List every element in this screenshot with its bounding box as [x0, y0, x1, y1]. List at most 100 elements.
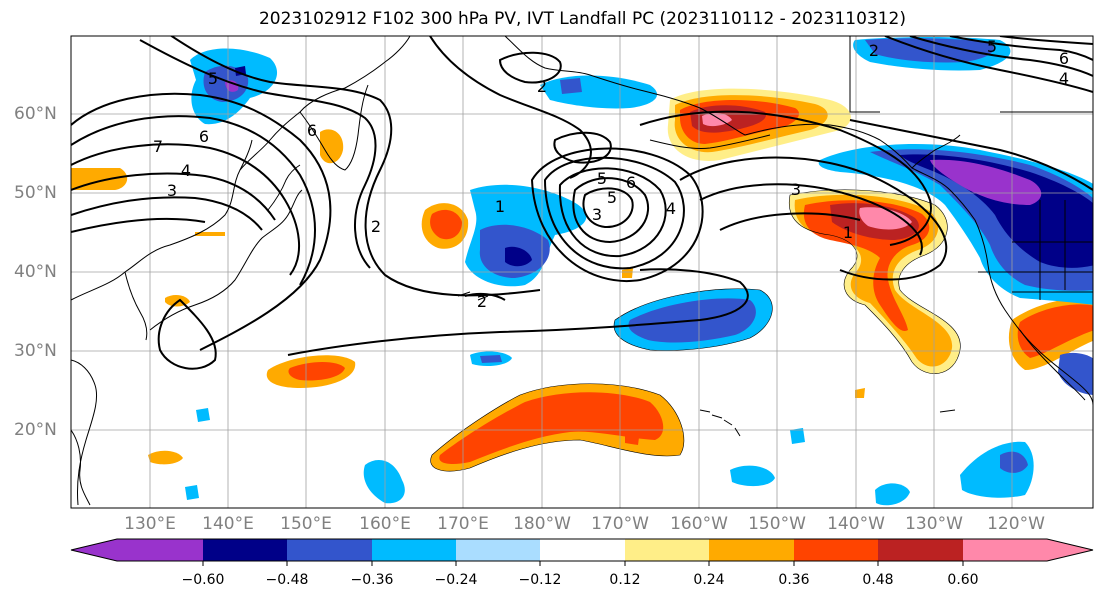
colorbar-tick-label: 0.48 — [862, 572, 894, 588]
contour-label: 1 — [495, 197, 505, 216]
colorbar-tick-label: −0.12 — [518, 572, 562, 588]
pv-contour — [699, 183, 923, 256]
pv-contour — [139, 39, 377, 269]
pv-contour — [71, 115, 316, 286]
contour-label: 4 — [181, 161, 191, 180]
contour-label: 2 — [477, 292, 487, 311]
philippines-coast — [71, 429, 91, 506]
colorbar-tick-label: −0.36 — [350, 572, 394, 588]
pv-contour — [498, 51, 562, 84]
coastlines — [71, 36, 1093, 506]
lat-label: 20°N — [14, 420, 57, 440]
contour-label: 4 — [666, 199, 676, 218]
state-boundary — [849, 36, 880, 113]
contour-label: 6 — [199, 127, 209, 146]
pv-contour — [719, 212, 861, 231]
lat-label: 30°N — [14, 341, 57, 361]
pv-contour — [582, 187, 634, 229]
pv-contour — [71, 172, 276, 221]
contour-label: 5 — [597, 169, 607, 188]
contour-label: 7 — [153, 137, 163, 156]
hawaii-islands — [699, 409, 741, 437]
lon-label: 130°E — [124, 514, 176, 534]
baja-coast — [1019, 329, 1086, 401]
pv-contour — [909, 36, 1093, 77]
kamchatka-coastline — [299, 84, 369, 171]
lon-label: 160°E — [359, 514, 411, 534]
colorbar-bin — [540, 539, 625, 561]
colorbar-bin — [117, 539, 203, 561]
contour-label: 6 — [626, 173, 636, 192]
contour-label: 4 — [1059, 69, 1069, 88]
colorbar — [70, 538, 1094, 566]
contour-label: 6 — [307, 121, 317, 140]
pv-contour — [543, 156, 685, 270]
lon-label: 130°W — [905, 514, 963, 534]
lon-label: 120°W — [987, 514, 1045, 534]
colorbar-tick-label: 0.36 — [778, 572, 810, 588]
contour-label: 3 — [791, 180, 801, 199]
lat-label: 50°N — [14, 183, 57, 203]
pv-contour — [71, 196, 263, 231]
japan-coastline — [149, 189, 303, 331]
pv-contour — [71, 143, 301, 276]
sakhalin-coastline — [239, 139, 253, 171]
contour-label: 5 — [607, 188, 617, 207]
pv-contour — [884, 36, 1093, 93]
contour-label: 2 — [869, 41, 879, 60]
lon-label: 170°E — [437, 514, 489, 534]
lat-label: 40°N — [14, 262, 57, 282]
lon-label: 170°W — [591, 514, 649, 534]
lon-label: 150°E — [280, 514, 332, 534]
pv-contour — [949, 36, 1093, 61]
pv-contour — [679, 156, 948, 281]
asia-coastline — [71, 36, 411, 301]
korea-coastline — [124, 271, 148, 341]
colorbar-bin — [287, 539, 372, 561]
lon-label: 140°E — [202, 514, 254, 534]
contour-label: 6 — [1059, 49, 1069, 68]
contour-label: 3 — [167, 181, 177, 200]
colorbar-bin — [203, 539, 287, 561]
colorbar-bin — [625, 539, 709, 561]
colorbar-bin — [372, 539, 456, 561]
colorbar-bin — [709, 539, 794, 561]
pv-contour — [639, 110, 932, 246]
colorbar-tick-label: −0.24 — [434, 572, 478, 588]
aleutian-islands — [649, 134, 771, 149]
lon-label: 160°W — [670, 514, 728, 534]
colorbar-bin — [878, 539, 963, 561]
bc-coast — [911, 134, 961, 169]
alaska-coastline — [504, 36, 746, 136]
contour-label: 3 — [592, 205, 602, 224]
pv-contour — [558, 167, 667, 258]
pv-contour — [999, 36, 1093, 45]
contour-label: 2 — [371, 217, 381, 236]
colorbar-bin — [794, 539, 878, 561]
pv-contour — [464, 292, 506, 301]
contour-label: 1 — [843, 223, 853, 242]
pv-contour — [71, 92, 332, 351]
colorbar-tick-label: 0.12 — [609, 572, 641, 588]
colorbar-tick-label: 0.60 — [947, 572, 979, 588]
pv-contour — [71, 217, 206, 233]
colorbar-bin — [456, 539, 540, 561]
colorbar-tick-label: 0.24 — [693, 572, 725, 588]
pv-contour — [530, 147, 704, 283]
colorbar-extend-low — [71, 539, 117, 561]
lat-label: 60°N — [14, 104, 57, 124]
pv-contour — [429, 36, 592, 179]
pv-contour — [157, 298, 217, 370]
map-title: 2023102912 F102 300 hPa PV, IVT Landfall… — [258, 9, 906, 29]
pv-contour — [849, 119, 1093, 191]
contour-labels: 7 6 5 4 3 2 6 5 3 6 5 4 3 1 2 1 2 2 5 6 … — [153, 37, 1069, 311]
china-coastline — [71, 359, 98, 506]
lon-label: 180°W — [513, 514, 571, 534]
alaska-panhandle — [744, 123, 976, 221]
colorbar-extend-high — [963, 539, 1093, 561]
pv-contours — [71, 36, 1093, 370]
contour-label: 5 — [208, 69, 218, 88]
lon-label: 150°W — [748, 514, 806, 534]
colorbar-tick-label: −0.48 — [265, 572, 309, 588]
